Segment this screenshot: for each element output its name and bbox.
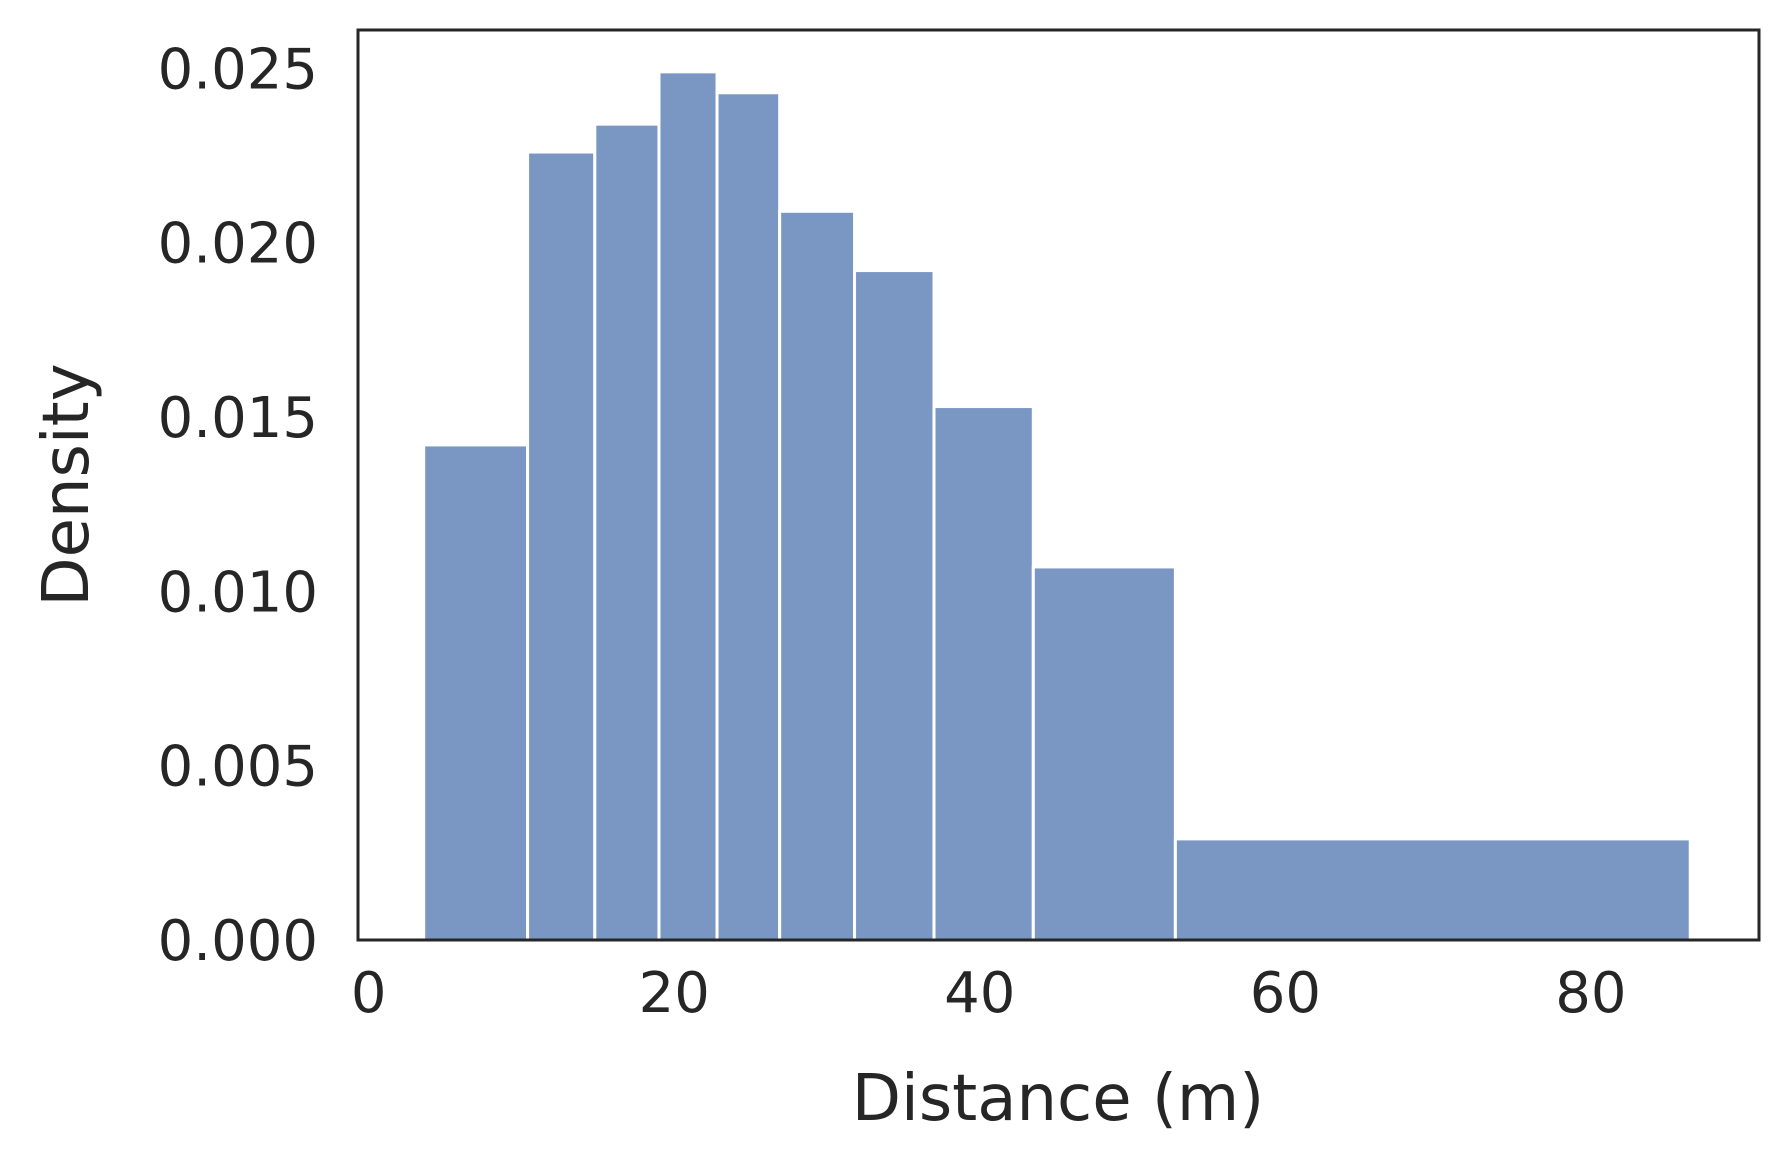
x-axis-ticks: 0 20 40 60 80 — [351, 961, 1627, 1026]
x-axis-label: Distance (m) — [852, 1062, 1264, 1136]
x-tick-label-0: 0 — [351, 961, 387, 1026]
x-tick-label-4: 80 — [1555, 961, 1626, 1026]
histogram-bars — [422, 70, 1692, 942]
histogram-bar-5 — [778, 209, 857, 942]
x-tick-label-2: 40 — [944, 961, 1015, 1026]
histogram-bar-8 — [1031, 565, 1177, 942]
y-tick-label-2: 0.010 — [158, 560, 318, 625]
plot-frame — [356, 28, 1761, 942]
y-tick-label-4: 0.020 — [158, 212, 318, 277]
histogram-bar-3 — [657, 70, 719, 942]
y-tick-label-0: 0.000 — [158, 909, 318, 974]
histogram-bar-9 — [1173, 837, 1692, 942]
y-axis-ticks: 0.000 0.005 0.010 0.015 0.020 0.025 — [158, 37, 318, 974]
histogram-bar-2 — [593, 122, 661, 942]
y-tick-label-5: 0.025 — [158, 37, 318, 102]
y-tick-label-1: 0.005 — [158, 735, 318, 800]
histogram-bar-6 — [853, 269, 936, 942]
histogram-bar-0 — [422, 443, 530, 942]
histogram-bar-1 — [526, 150, 597, 942]
x-tick-label-3: 60 — [1250, 961, 1321, 1026]
histogram-bar-4 — [715, 91, 782, 942]
histogram-bar-7 — [932, 405, 1035, 942]
y-axis-label: Density — [30, 363, 104, 606]
y-tick-label-3: 0.015 — [158, 386, 318, 451]
x-tick-label-1: 20 — [639, 961, 710, 1026]
